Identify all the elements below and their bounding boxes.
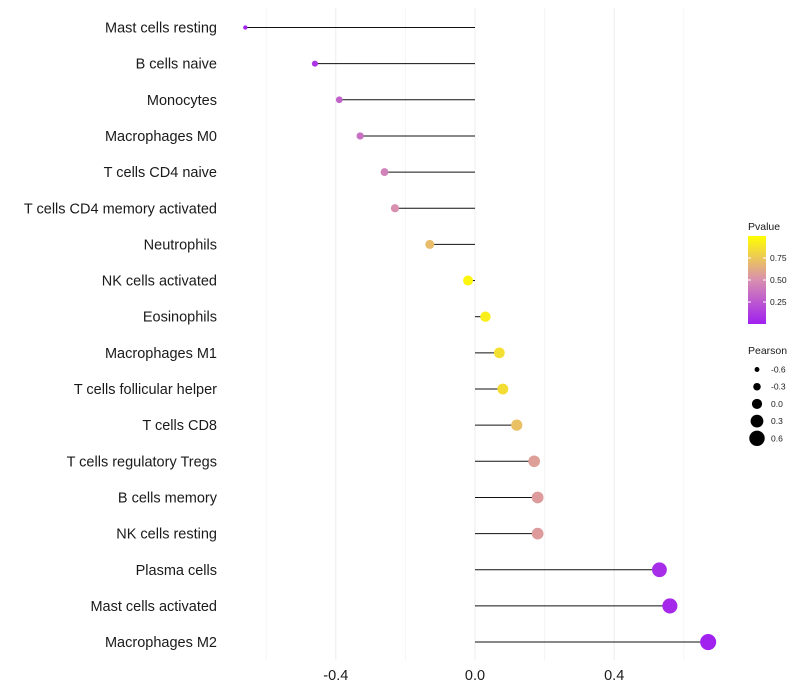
pvalue-legend-title: Pvalue: [748, 221, 780, 233]
pearson-legend-label: -0.6: [771, 365, 786, 375]
category-label: Neutrophils: [144, 237, 217, 253]
lollipop-stems: [245, 27, 709, 643]
pearson-legend-dot: [753, 382, 761, 391]
category-label: Monocytes: [147, 93, 217, 109]
x-axis-ticks: -0.4 0.0 0.4: [323, 668, 624, 684]
lollipop-point: [311, 60, 318, 67]
lollipop-points: [243, 25, 717, 651]
x-tick-label: 0.4: [604, 668, 624, 684]
lollipop-point: [652, 562, 667, 578]
category-label: NK cells activated: [102, 274, 217, 290]
category-label: T cells CD4 naive: [104, 165, 217, 181]
category-label: T cells CD8: [142, 418, 217, 434]
category-label: Macrophages M0: [105, 129, 217, 145]
lollipop-point: [497, 383, 509, 395]
lollipop-point: [700, 634, 717, 651]
category-labels: Mast cells resting B cells naive Monocytes…: [24, 21, 218, 652]
pvalue-legend-tick: 0.50: [770, 275, 787, 285]
x-tick-label: 0.0: [465, 668, 485, 684]
pearson-legend-dot: [750, 414, 764, 428]
category-label: T cells regulatory Tregs: [67, 454, 217, 470]
category-label: Mast cells activated: [90, 599, 217, 615]
category-label: T cells CD4 memory activated: [24, 201, 217, 217]
lollipop-point: [531, 491, 544, 504]
category-label: B cells naive: [136, 57, 217, 73]
lollipop-point: [463, 275, 474, 286]
category-label: Plasma cells: [136, 563, 217, 579]
lollipop-point: [480, 311, 491, 322]
lollipop-point: [662, 598, 678, 614]
lollipop-point: [356, 132, 364, 140]
lollipop-point: [335, 96, 343, 104]
pearson-legend-dot: [749, 430, 765, 447]
category-label: Macrophages M2: [105, 635, 217, 651]
pearson-legend-label: -0.3: [771, 382, 786, 392]
lollipop-point: [528, 455, 540, 468]
category-label: B cells memory: [118, 490, 218, 506]
lollipop-point: [390, 204, 400, 213]
category-label: Mast cells resting: [105, 21, 217, 37]
pvalue-legend-tick: 0.25: [770, 297, 787, 307]
lollipop-point: [380, 168, 389, 177]
pvalue-colorbar: [748, 236, 766, 324]
lollipop-point: [531, 527, 544, 540]
pearson-legend-dot: [754, 367, 760, 372]
pearson-legend-label: 0.0: [771, 399, 783, 409]
pearson-legend: Pearson -0.6 -0.3 0.0 0.3 0.6: [748, 345, 787, 447]
grid-lines: [265, 8, 685, 660]
lollipop-point: [511, 419, 523, 431]
pearson-legend-dot: [751, 398, 763, 409]
lollipop-point: [493, 347, 505, 359]
x-tick-label: -0.4: [323, 668, 348, 684]
category-label: Macrophages M1: [105, 346, 217, 362]
pearson-legend-label: 0.6: [771, 433, 783, 443]
pvalue-legend-tick: 0.75: [770, 253, 787, 263]
pearson-legend-label: 0.3: [771, 416, 783, 426]
category-label: NK cells resting: [116, 527, 217, 543]
pvalue-legend: Pvalue 0.25 0.50 0.75: [748, 221, 787, 324]
category-label: Eosinophils: [143, 310, 217, 326]
category-label: T cells follicular helper: [74, 382, 217, 398]
lollipop-point: [243, 25, 248, 30]
pearson-legend-title: Pearson: [748, 345, 787, 357]
lollipop-point: [425, 239, 435, 249]
